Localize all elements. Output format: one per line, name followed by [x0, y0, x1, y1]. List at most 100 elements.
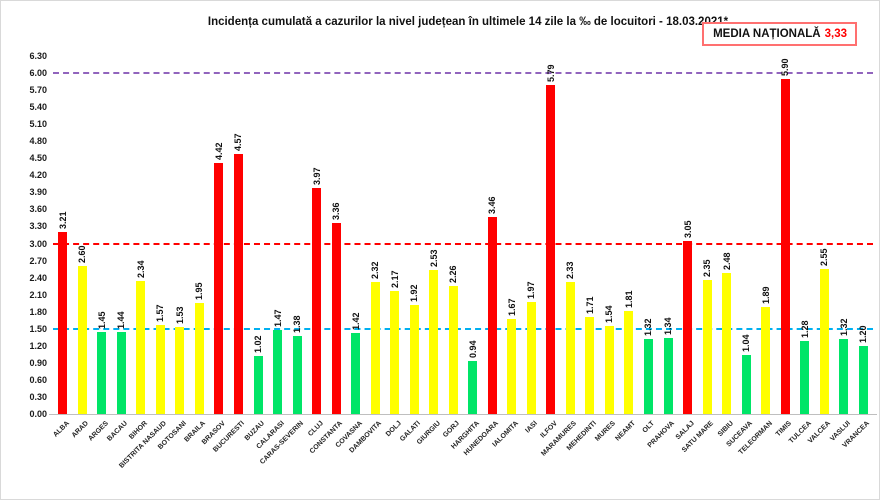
bar-value-label: 1.32	[643, 318, 654, 336]
bar-brasov	[214, 162, 224, 414]
y-tick-label: 0.60	[29, 374, 47, 385]
y-tick-label: 0.90	[29, 357, 47, 368]
y-tick-label: 4.20	[29, 170, 47, 181]
bar-alba	[58, 231, 68, 414]
bar-value-label: 1.28	[799, 320, 810, 339]
bar-value-label: 1.67	[506, 298, 517, 317]
bar-cluj	[312, 188, 322, 414]
chart-title: Incidența cumulată a cazurilor la nivel …	[207, 16, 729, 28]
bar-satu-mare	[702, 280, 712, 414]
bar-hunedoara	[487, 217, 497, 414]
bar-olt	[643, 338, 653, 414]
bar-prahova	[663, 337, 673, 414]
national-average-value: 3,33	[824, 28, 847, 40]
bar-value-label: 1.45	[96, 311, 107, 329]
bar-braila	[194, 303, 204, 414]
y-tick-label: 5.70	[29, 85, 47, 96]
y-tick-label: 4.50	[29, 153, 47, 164]
bar-valcea	[819, 269, 829, 414]
bar-value-label: 2.60	[77, 245, 88, 264]
bar-value-label: 3.36	[331, 202, 342, 221]
y-tick-label: 5.10	[29, 119, 47, 130]
bar-bihor	[136, 281, 146, 414]
bar-constanta	[331, 223, 341, 414]
bar-value-label: 4.57	[233, 133, 244, 152]
bar-galati	[409, 304, 419, 414]
bar-value-label: 1.57	[155, 304, 166, 322]
bar-value-label: 1.81	[623, 290, 634, 309]
bar-ilfov	[546, 84, 556, 414]
bar-suceava	[741, 354, 751, 414]
bar-botosani	[175, 327, 185, 414]
bar-value-label: 5.79	[545, 64, 556, 82]
bar-value-label: 3.97	[311, 167, 322, 186]
bar-value-label: 1.20	[858, 325, 869, 343]
bar-tulcea	[800, 341, 810, 414]
bar-value-label: 1.32	[838, 318, 849, 336]
bar-salaj	[683, 240, 693, 414]
bar-value-label: 1.04	[741, 334, 752, 352]
bar-covasna	[351, 333, 361, 414]
bar-ialomita	[507, 319, 517, 414]
bar-teleorman	[761, 306, 771, 414]
y-tick-label: 3.00	[29, 238, 47, 249]
y-tick-label: 2.70	[29, 255, 47, 266]
y-tick-label: 0.00	[29, 409, 47, 419]
bar-value-label: 1.02	[253, 335, 263, 354]
bar-dolj	[390, 290, 400, 414]
bar-buzau	[253, 356, 263, 414]
bar-value-label: 1.71	[584, 296, 595, 314]
bar-value-label: 3.05	[682, 220, 693, 238]
bar-value-label: 1.53	[174, 306, 185, 325]
y-tick-label: 1.80	[29, 306, 47, 317]
bar-arges	[97, 331, 107, 414]
bar-dambovita	[370, 282, 380, 414]
bar-giurgiu	[429, 270, 439, 414]
x-axis-line	[49, 414, 877, 415]
bar-value-label: 2.48	[721, 252, 732, 271]
y-tick-label: 4.80	[29, 136, 47, 147]
bar-value-label: 1.54	[604, 305, 615, 324]
y-tick-label: 1.20	[29, 340, 47, 351]
bar-value-label: 1.92	[409, 284, 420, 302]
bar-value-label: 3.46	[487, 196, 498, 215]
bar-value-label: 1.95	[194, 282, 205, 301]
bar-maramures	[565, 281, 575, 414]
bar-value-label: 4.42	[213, 142, 224, 160]
y-tick-label: 1.50	[29, 323, 47, 334]
y-tick-label: 2.10	[29, 289, 47, 300]
y-tick-label: 3.30	[29, 221, 47, 232]
bar-vaslui	[839, 338, 849, 414]
bar-harghita	[468, 360, 478, 414]
threshold-line-3	[53, 242, 873, 245]
threshold-line-6	[53, 72, 873, 75]
bar-value-label: 1.97	[526, 281, 537, 300]
y-tick-label: 5.40	[29, 102, 47, 113]
bar-bucuresti	[233, 154, 243, 414]
bar-value-label: 1.47	[272, 309, 283, 328]
bar-vrancea	[858, 345, 868, 414]
national-average-box: MEDIA NAȚIONALĂ 3,33	[702, 22, 857, 46]
bar-value-label: 2.55	[819, 248, 830, 267]
y-tick-label: 6.00	[29, 68, 47, 79]
bar-value-label: 2.26	[448, 265, 459, 283]
bar-value-label: 2.32	[370, 261, 381, 280]
bar-value-label: 2.33	[565, 261, 576, 279]
bar-iasi	[526, 302, 536, 414]
y-tick-label: 3.60	[29, 204, 47, 215]
bar-value-label: 0.94	[467, 340, 478, 358]
bar-calarasi	[273, 330, 283, 414]
bar-value-label: 1.38	[292, 315, 303, 333]
y-tick-label: 3.90	[29, 187, 47, 198]
bar-bistrita-nasaud	[155, 324, 165, 414]
national-average-label: MEDIA NAȚIONALĂ	[713, 28, 821, 40]
y-tick-label: 6.30	[29, 51, 47, 61]
bar-timis	[780, 78, 790, 414]
bar-sibiu	[722, 273, 732, 414]
bar-value-label: 2.53	[428, 249, 439, 268]
bar-caras-severin	[292, 335, 302, 414]
bar-neamt	[624, 311, 634, 414]
bar-value-label: 1.34	[663, 317, 673, 335]
